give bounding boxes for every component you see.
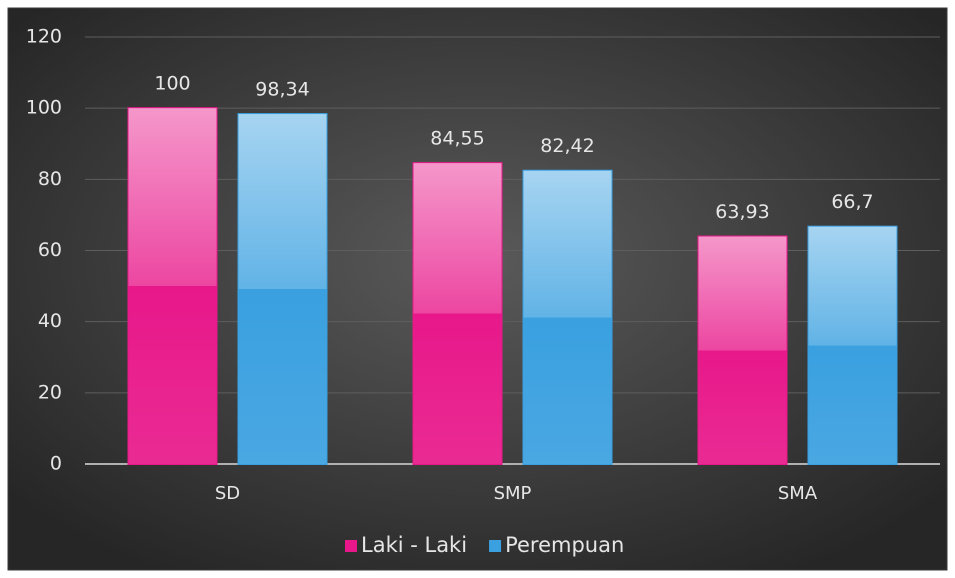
bar-gloss <box>523 170 612 464</box>
y-tick-label: 100 <box>26 97 62 119</box>
bar-gloss <box>238 114 327 465</box>
bar-gloss <box>413 163 502 464</box>
x-tick-label: SD <box>215 483 240 504</box>
y-tick-label: 40 <box>38 310 62 332</box>
legend-label: Laki - Laki <box>361 533 467 557</box>
bar-gloss <box>128 108 217 465</box>
bar-gloss <box>808 226 897 464</box>
legend-label: Perempuan <box>505 533 624 557</box>
x-tick-label: SMA <box>778 483 818 504</box>
data-label: 63,93 <box>715 201 769 223</box>
y-tick-label: 20 <box>38 381 62 403</box>
data-label: 98,34 <box>255 79 309 101</box>
legend-swatch <box>345 540 357 552</box>
x-tick-label: SMP <box>494 483 532 504</box>
legend-swatch <box>489 540 502 552</box>
bar-gloss <box>698 236 787 464</box>
y-tick-label: 120 <box>26 26 62 48</box>
y-tick-label: 60 <box>38 239 62 261</box>
y-tick-label: 0 <box>50 453 62 475</box>
data-label: 66,7 <box>831 191 873 213</box>
data-label: 82,42 <box>540 135 594 157</box>
data-label: 100 <box>154 73 190 95</box>
data-label: 84,55 <box>430 128 484 150</box>
y-tick-label: 80 <box>38 168 62 190</box>
